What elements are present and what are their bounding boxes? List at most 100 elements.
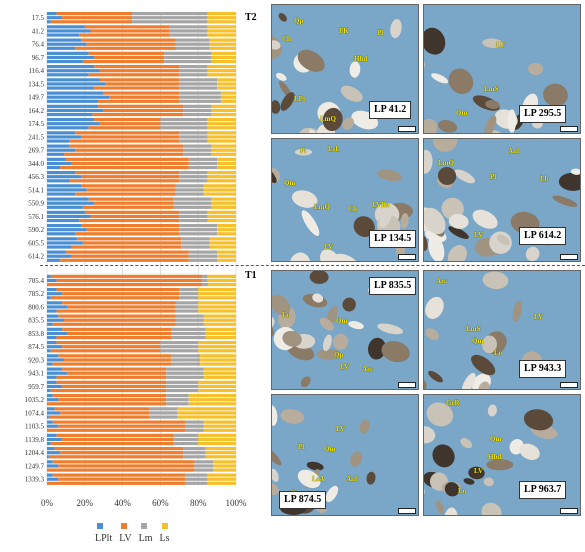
bar-segment-lm [184,424,204,428]
bar-segment-lplt [47,424,59,428]
bar-segment-ls [211,104,236,108]
bar-segment-lplt [47,122,100,126]
bar-segment-lm [183,447,206,451]
mineral-label: Arc [436,277,448,285]
bar-segment-lplt [47,139,70,143]
bar-segment-ls [213,460,236,464]
grain [294,148,313,156]
bar-segment-lv [50,274,202,278]
bar-segment-lm [164,51,212,55]
bar-segment-ls [211,152,236,156]
mineral-label: Pl [298,443,305,451]
mineral-label: FK [339,27,349,35]
y-tick-label: 605.5 [28,239,44,247]
grain [309,271,329,284]
bar-segment-lv [52,362,172,366]
legend-label-lv: LV [119,533,132,544]
bar-segment-lplt [47,451,61,455]
y-tick-label: 1204.4 [25,449,45,457]
y-tick-label: 590.2 [28,226,44,234]
grain [460,437,473,449]
bar-segment-lm [169,33,208,37]
grain [486,459,514,471]
bar-segment-lv [84,25,170,29]
bar-segment-ls [198,380,236,384]
grain [390,19,402,39]
bar-segment-lplt [47,25,85,29]
bar-segment-lv [98,104,184,108]
bar-segment-ls [211,205,236,209]
grain [332,333,349,350]
bar-segment-lplt [47,73,89,77]
bar-segment-lm [184,428,204,432]
bar-segment-lm [166,398,189,402]
grain [444,482,460,497]
grain [366,471,376,485]
bar-segment-lv [94,118,161,122]
bar-segment-lv [56,433,174,437]
bar-segment-lv [50,349,161,353]
y-tick-label: 1139.8 [25,436,44,444]
bar-segment-lv [88,126,161,130]
bar-segment-ls [209,42,236,46]
bar-segment-lplt [47,460,53,464]
bar-segment-lm [179,135,208,139]
bar-segment-ls [211,108,236,113]
sequence-divider-line [40,265,585,266]
bar-segment-lplt [47,38,82,42]
bar-segment-lm [184,473,208,477]
bar-segment-lv [56,278,202,283]
bar-segment-lv [56,335,172,340]
bar-segment-lplt [47,341,57,345]
bar-segment-ls [207,12,236,16]
bar-segment-lm [175,184,204,188]
bar-segment-ls [198,301,236,305]
bar-segment-lplt [47,161,72,166]
bar-segment-ls [207,214,236,219]
bar-segment-lv [105,82,180,86]
mineral-label: Anf [508,147,520,155]
legend-item-lplt: LPlt [95,523,112,544]
y-tick-label: 853.8 [28,330,44,338]
grain [289,252,311,261]
bar-segment-lv [88,73,180,77]
bar-segment-lv [69,179,180,183]
bar-segment-lplt [47,241,83,245]
grain [463,478,475,485]
bar-segment-lv [67,371,167,375]
bar-segment-ls [217,78,236,82]
grain [512,300,522,322]
bar-segment-ls [207,481,236,485]
mineral-label: Hbd [354,55,368,63]
bar-segment-ls [188,402,236,406]
photomicrograph-lp-295-5: LV LmS Qm LP 295.5 [423,4,581,134]
mineral-label: Qp [294,17,304,25]
bar-segment-lm [171,331,206,336]
bar-segment-lv [50,441,174,446]
mineral-label: Ch [282,35,291,43]
bar-segment-ls [207,282,236,287]
bar-segment-lv [98,99,180,103]
bar-segment-ls [207,33,236,37]
mineral-label: LsA [312,475,325,483]
bar-segment-lv [86,42,176,46]
bar-segment-lplt [47,228,87,232]
grain [424,207,446,235]
mineral-label: Qm [284,179,296,187]
bar-segment-ls [200,362,236,366]
bar-segment-lplt [47,197,89,201]
bar-segment-ls [203,184,236,188]
bar-segment-lplt [47,29,91,33]
grain [428,235,445,261]
bar-segment-ls [203,420,236,424]
bar-segment-lm [175,318,204,322]
grain [471,354,496,376]
bar-segment-lplt [47,82,106,86]
bar-segment-ls [207,135,236,139]
bar-segment-lv [99,78,180,82]
y-tick-label: 344.0 [28,160,44,168]
bar-segment-ls [207,25,236,29]
bar-segment-lm [181,237,210,241]
bar-segment-lplt [47,388,51,393]
bar-segment-lplt [47,411,61,415]
